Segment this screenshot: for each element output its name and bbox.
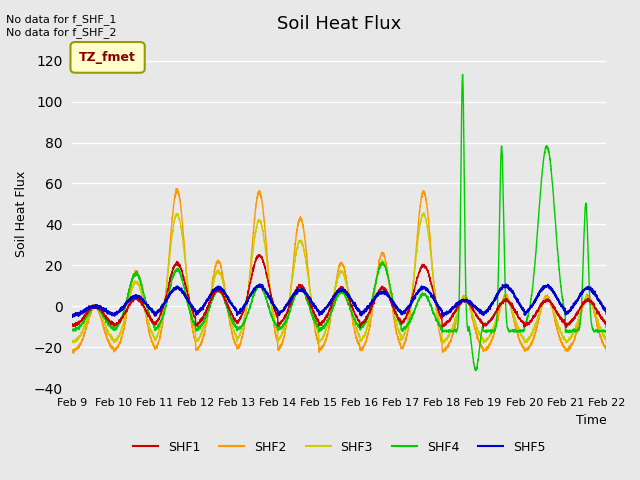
SHF2	[202, 322, 210, 328]
Line: SHF2: SHF2	[72, 189, 606, 354]
SHF4	[472, 368, 479, 373]
SHF1	[68, 322, 76, 327]
SHF5	[202, 300, 210, 306]
SHF1	[239, 310, 246, 316]
Line: SHF4: SHF4	[72, 74, 606, 371]
Y-axis label: Soil Heat Flux: Soil Heat Flux	[15, 171, 28, 257]
SHF2	[602, 348, 610, 354]
SHF2	[172, 186, 180, 192]
SHF3	[570, 330, 577, 336]
SHF3	[228, 325, 236, 331]
SHF5	[324, 302, 332, 308]
SHF5	[256, 281, 264, 287]
SHF4	[459, 72, 467, 77]
SHF5	[602, 311, 610, 317]
SHF1	[255, 252, 263, 258]
SHF2	[239, 333, 246, 339]
SHF2	[324, 328, 332, 334]
SHF2	[229, 334, 237, 339]
SHF3	[68, 337, 76, 343]
SHF3	[420, 210, 428, 216]
SHF4	[239, 323, 246, 329]
SHF1	[570, 318, 577, 324]
Line: SHF3: SHF3	[72, 213, 606, 343]
SHF5	[239, 306, 246, 312]
SHF2	[68, 349, 76, 355]
Line: SHF1: SHF1	[72, 255, 606, 328]
SHF3	[193, 338, 200, 344]
SHF3	[439, 340, 447, 346]
SHF1	[193, 322, 200, 327]
SHF3	[239, 324, 246, 329]
SHF1	[324, 312, 332, 318]
SHF4	[324, 318, 332, 324]
SHF1	[202, 310, 210, 316]
SHF4	[202, 315, 210, 321]
SHF2	[570, 339, 577, 345]
Legend: SHF1, SHF2, SHF3, SHF4, SHF5: SHF1, SHF2, SHF3, SHF4, SHF5	[129, 436, 550, 459]
SHF1	[228, 314, 236, 320]
SHF5	[228, 303, 236, 309]
SHF4	[570, 327, 577, 333]
SHF2	[70, 351, 77, 357]
SHF4	[228, 320, 236, 325]
Title: Soil Heat Flux: Soil Heat Flux	[277, 15, 401, 33]
Line: SHF5: SHF5	[72, 284, 606, 317]
SHF4	[193, 327, 200, 333]
SHF5	[569, 303, 577, 309]
SHF3	[602, 340, 610, 346]
X-axis label: Time: Time	[575, 414, 606, 427]
SHF3	[324, 322, 332, 328]
SHF3	[202, 317, 210, 323]
SHF5	[68, 314, 76, 320]
SHF2	[193, 346, 201, 352]
SHF5	[193, 312, 200, 317]
Text: No data for f_SHF_1
No data for f_SHF_2: No data for f_SHF_1 No data for f_SHF_2	[6, 14, 117, 38]
SHF1	[563, 325, 570, 331]
Text: TZ_fmet: TZ_fmet	[79, 51, 136, 64]
SHF4	[68, 327, 76, 333]
SHF4	[602, 328, 610, 334]
SHF1	[602, 324, 610, 330]
